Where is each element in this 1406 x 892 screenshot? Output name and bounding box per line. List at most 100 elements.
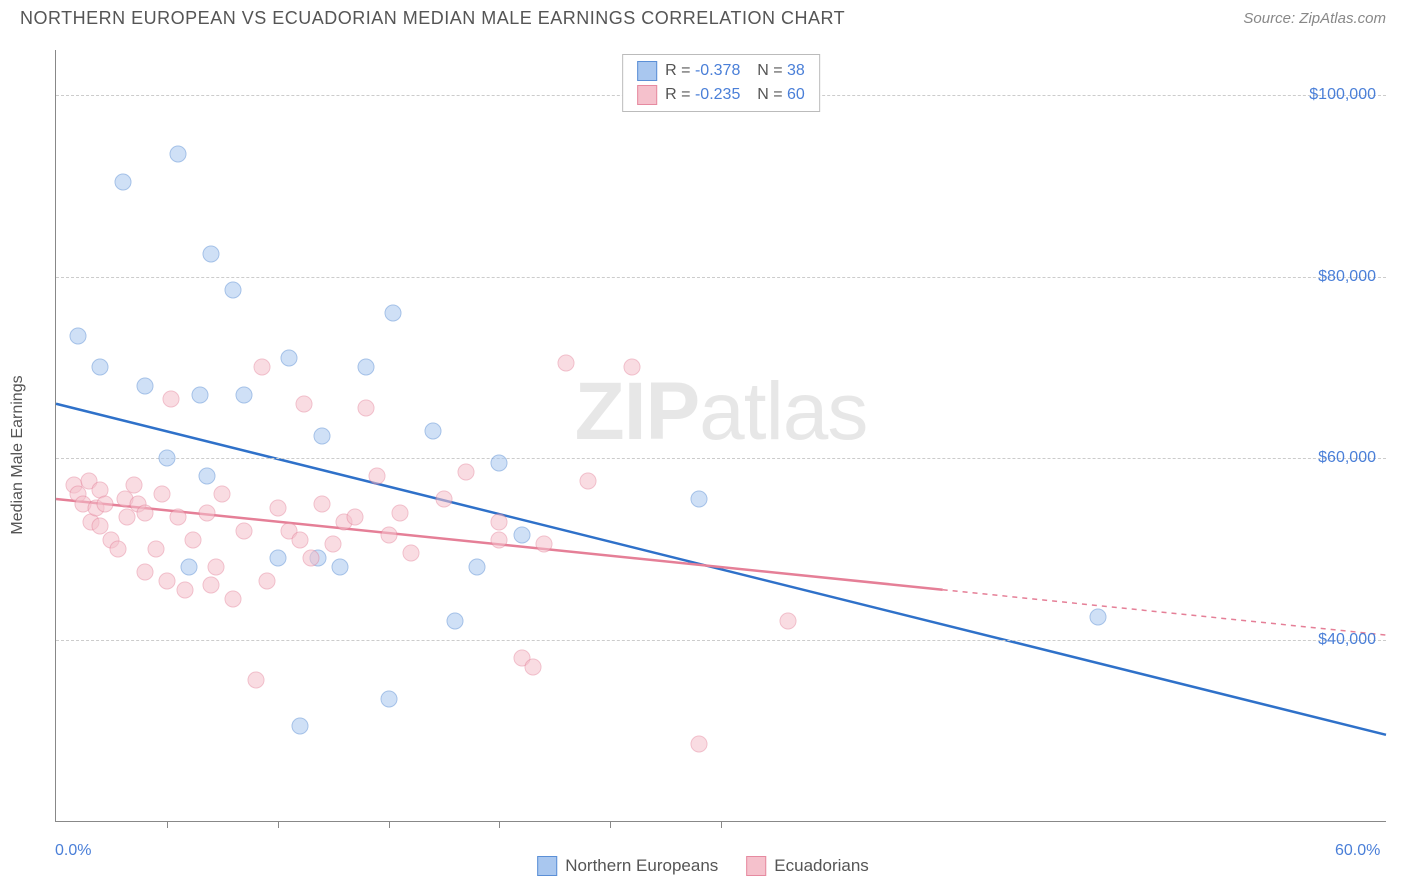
data-point — [147, 540, 164, 557]
data-point — [358, 400, 375, 417]
data-point — [198, 504, 215, 521]
data-point — [380, 527, 397, 544]
x-tick — [167, 821, 168, 828]
data-point — [302, 549, 319, 566]
legend-item: Northern Europeans — [537, 856, 718, 876]
data-point — [181, 559, 198, 576]
y-tick-label: $40,000 — [1318, 631, 1376, 649]
data-point — [198, 468, 215, 485]
data-point — [158, 450, 175, 467]
data-point — [314, 427, 331, 444]
data-point — [214, 486, 231, 503]
gridline — [56, 277, 1386, 278]
data-point — [203, 246, 220, 263]
gridline — [56, 640, 1386, 641]
data-point — [247, 672, 264, 689]
data-point — [236, 522, 253, 539]
data-point — [118, 509, 135, 526]
data-point — [203, 577, 220, 594]
data-point — [225, 282, 242, 299]
y-tick-label: $60,000 — [1318, 449, 1376, 467]
x-tick — [610, 821, 611, 828]
data-point — [258, 572, 275, 589]
data-point — [491, 454, 508, 471]
x-tick — [278, 821, 279, 828]
data-point — [296, 395, 313, 412]
data-point — [391, 504, 408, 521]
data-point — [384, 305, 401, 322]
data-point — [169, 146, 186, 163]
swatch-icon — [637, 85, 657, 105]
stats-legend: R = -0.378 N = 38 R = -0.235 N = 60 — [622, 54, 820, 112]
data-point — [169, 509, 186, 526]
data-point — [424, 422, 441, 439]
data-point — [125, 477, 142, 494]
watermark-text: ZIPatlas — [575, 365, 868, 459]
x-axis-min-label: 0.0% — [55, 842, 91, 860]
swatch-icon — [537, 856, 557, 876]
data-point — [369, 468, 386, 485]
data-point — [1089, 608, 1106, 625]
x-tick — [721, 821, 722, 828]
series-legend: Northern Europeans Ecuadorians — [537, 856, 869, 876]
data-point — [491, 531, 508, 548]
data-point — [254, 359, 271, 376]
data-point — [447, 613, 464, 630]
data-point — [207, 559, 224, 576]
data-point — [690, 735, 707, 752]
data-point — [469, 559, 486, 576]
y-tick-label: $100,000 — [1309, 86, 1376, 104]
data-point — [154, 486, 171, 503]
data-point — [110, 540, 127, 557]
gridline — [56, 458, 1386, 459]
swatch-icon — [746, 856, 766, 876]
stats-row-1: R = -0.378 N = 38 — [637, 59, 805, 83]
data-point — [96, 495, 113, 512]
data-point — [690, 490, 707, 507]
data-point — [70, 327, 87, 344]
data-point — [380, 690, 397, 707]
data-point — [624, 359, 641, 376]
source-credit: Source: ZipAtlas.com — [1243, 10, 1386, 27]
data-point — [136, 377, 153, 394]
data-point — [192, 386, 209, 403]
data-point — [136, 563, 153, 580]
data-point — [163, 391, 180, 408]
data-point — [114, 173, 131, 190]
x-axis-max-label: 60.0% — [1335, 842, 1380, 860]
data-point — [580, 472, 597, 489]
data-point — [92, 359, 109, 376]
y-axis-title: Median Male Earnings — [9, 375, 27, 534]
data-point — [513, 527, 530, 544]
scatter-chart: ZIPatlas R = -0.378 N = 38 R = -0.235 N … — [55, 50, 1386, 822]
stats-row-2: R = -0.235 N = 60 — [637, 83, 805, 107]
data-point — [524, 658, 541, 675]
data-point — [458, 463, 475, 480]
x-tick — [389, 821, 390, 828]
chart-title: NORTHERN EUROPEAN VS ECUADORIAN MEDIAN M… — [20, 8, 845, 29]
data-point — [314, 495, 331, 512]
data-point — [535, 536, 552, 553]
data-point — [136, 504, 153, 521]
data-point — [291, 531, 308, 548]
legend-item: Ecuadorians — [746, 856, 869, 876]
data-point — [280, 350, 297, 367]
data-point — [331, 559, 348, 576]
x-tick — [499, 821, 500, 828]
data-point — [225, 590, 242, 607]
swatch-icon — [637, 61, 657, 81]
data-point — [402, 545, 419, 562]
data-point — [158, 572, 175, 589]
data-point — [557, 354, 574, 371]
trend-lines — [56, 50, 1386, 821]
data-point — [491, 513, 508, 530]
data-point — [269, 549, 286, 566]
data-point — [779, 613, 796, 630]
data-point — [269, 500, 286, 517]
y-tick-label: $80,000 — [1318, 268, 1376, 286]
data-point — [291, 717, 308, 734]
data-point — [358, 359, 375, 376]
data-point — [435, 490, 452, 507]
data-point — [347, 509, 364, 526]
data-point — [176, 581, 193, 598]
